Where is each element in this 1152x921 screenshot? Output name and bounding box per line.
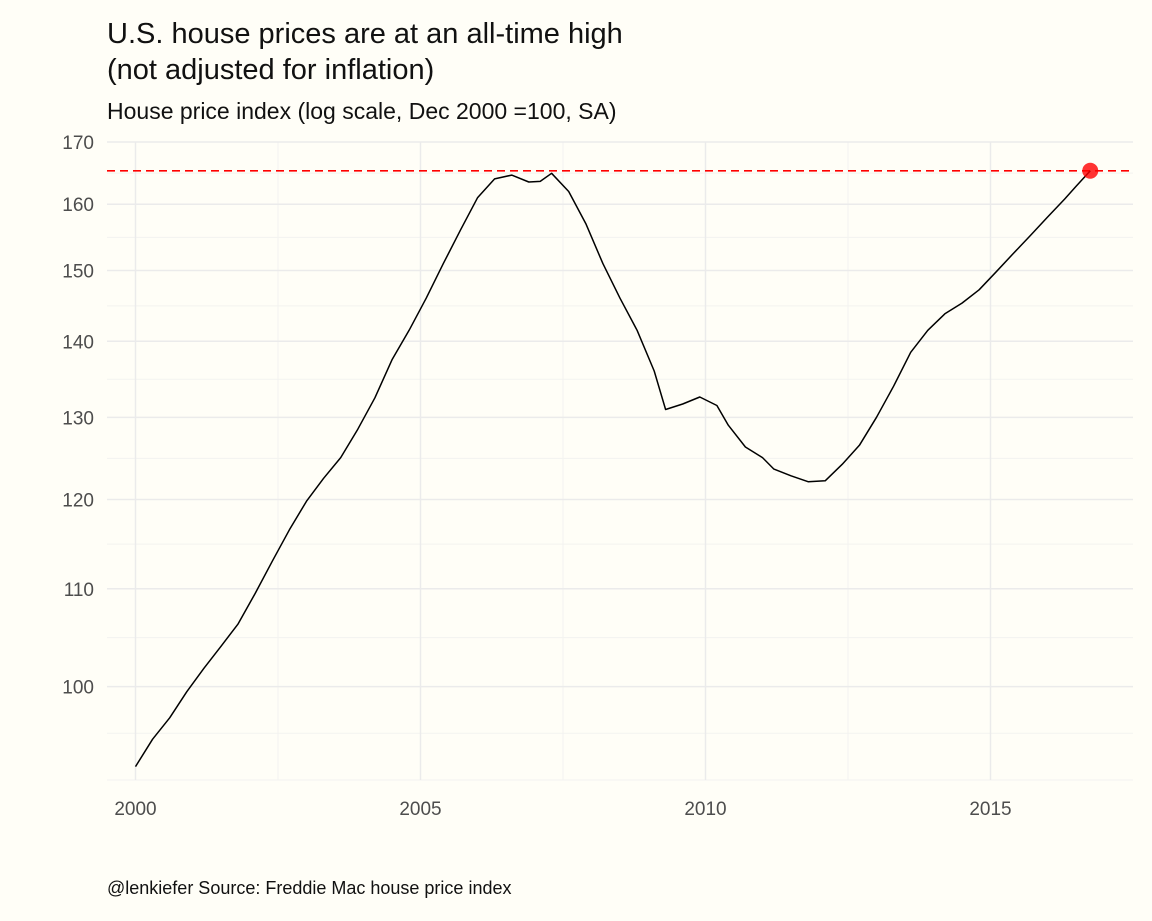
x-tick-label: 2000 xyxy=(114,799,156,820)
latest-value-point xyxy=(1082,162,1099,179)
chart-caption: @lenkiefer Source: Freddie Mac house pri… xyxy=(107,878,512,898)
y-tick-label: 130 xyxy=(62,408,94,429)
x-tick-label: 2010 xyxy=(684,799,726,820)
x-tick-label: 2015 xyxy=(969,799,1011,820)
y-tick-label: 110 xyxy=(64,580,94,601)
y-tick-label: 150 xyxy=(62,261,94,282)
title-line-2: (not adjusted for inflation) xyxy=(107,54,435,86)
y-tick-label: 170 xyxy=(62,133,94,154)
y-tick-label: 100 xyxy=(62,678,94,699)
chart-subtitle: House price index (log scale, Dec 2000 =… xyxy=(107,98,617,124)
chart-title: U.S. house prices are at an all-time hig… xyxy=(107,16,623,88)
x-tick-label: 2005 xyxy=(399,799,441,820)
price-index-line xyxy=(134,170,1091,767)
y-tick-label: 140 xyxy=(62,332,94,353)
y-tick-label: 120 xyxy=(62,490,94,511)
title-line-1: U.S. house prices are at an all-time hig… xyxy=(107,18,623,50)
y-tick-label: 160 xyxy=(62,195,94,216)
